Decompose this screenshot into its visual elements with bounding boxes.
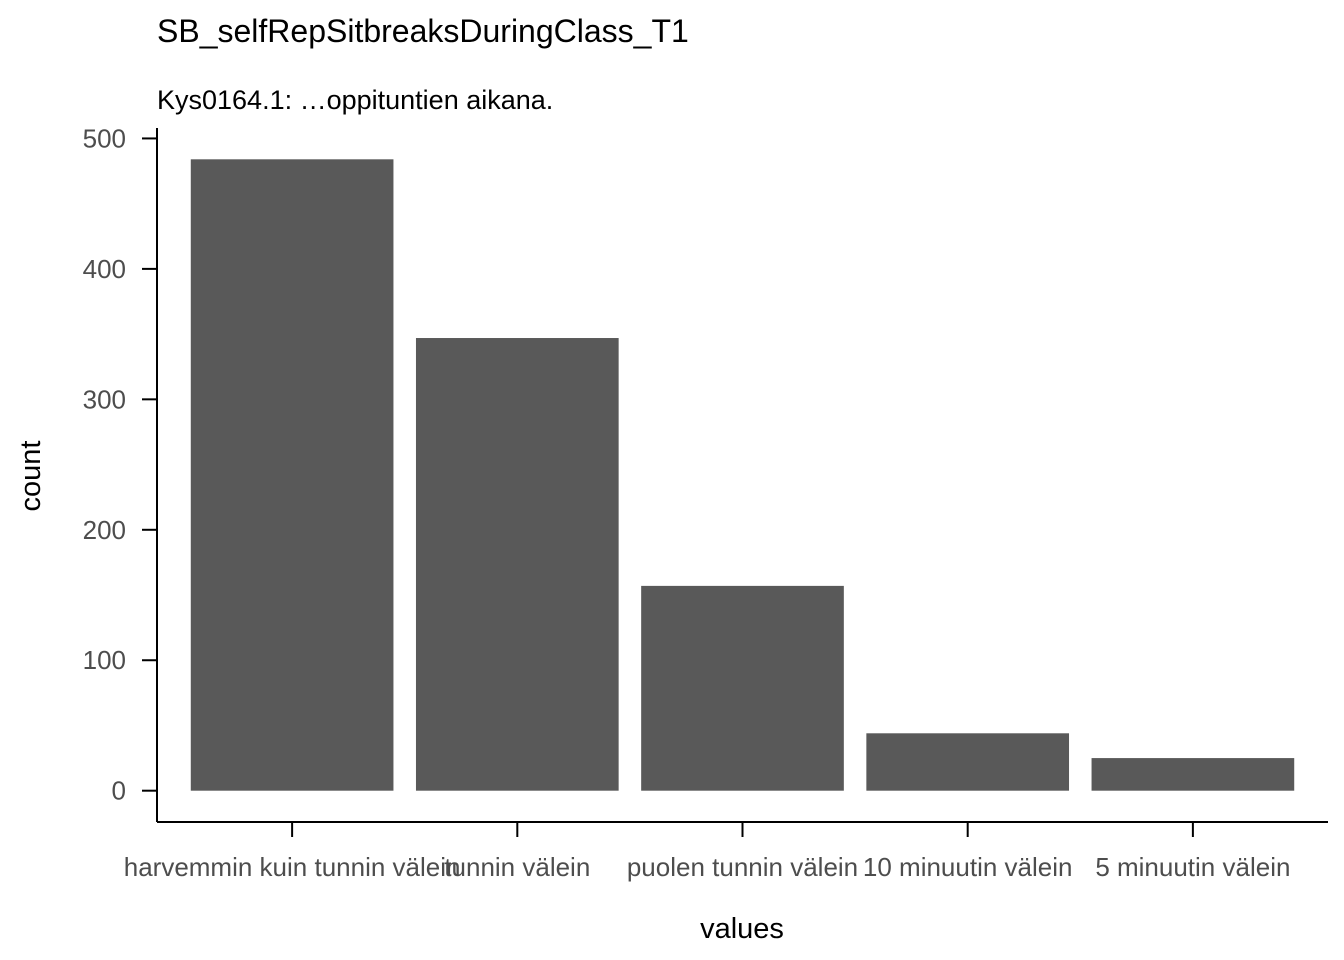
bar <box>190 159 394 791</box>
bar <box>415 338 619 791</box>
bar <box>866 733 1070 791</box>
y-axis-label: count <box>15 441 47 512</box>
x-tick-label: puolen tunnin välein <box>627 852 858 882</box>
bar <box>641 585 844 791</box>
bars <box>190 159 1295 791</box>
x-tick-label: 5 minuutin välein <box>1095 852 1290 882</box>
y-tick-label: 100 <box>83 645 126 675</box>
x-tick-label: tunnin välein <box>444 852 590 882</box>
y-axis: 0 100 200 300 400 500 <box>83 123 158 822</box>
y-tick-label: 200 <box>83 515 126 545</box>
chart-title: SB_selfRepSitbreaksDuringClass_T1 <box>157 13 689 49</box>
chart-subtitle: Kys0164.1: …oppituntien aikana. <box>157 85 553 115</box>
y-tick-label: 300 <box>83 384 126 414</box>
x-axis-label: values <box>700 913 784 945</box>
x-tick-label: harvemmin kuin tunnin välein <box>124 852 461 882</box>
y-tick-label: 0 <box>112 776 126 806</box>
x-tick-label: 10 minuutin välein <box>863 852 1073 882</box>
y-tick-label: 400 <box>83 254 126 284</box>
bar <box>1091 758 1295 791</box>
y-tick-label: 500 <box>83 123 126 153</box>
